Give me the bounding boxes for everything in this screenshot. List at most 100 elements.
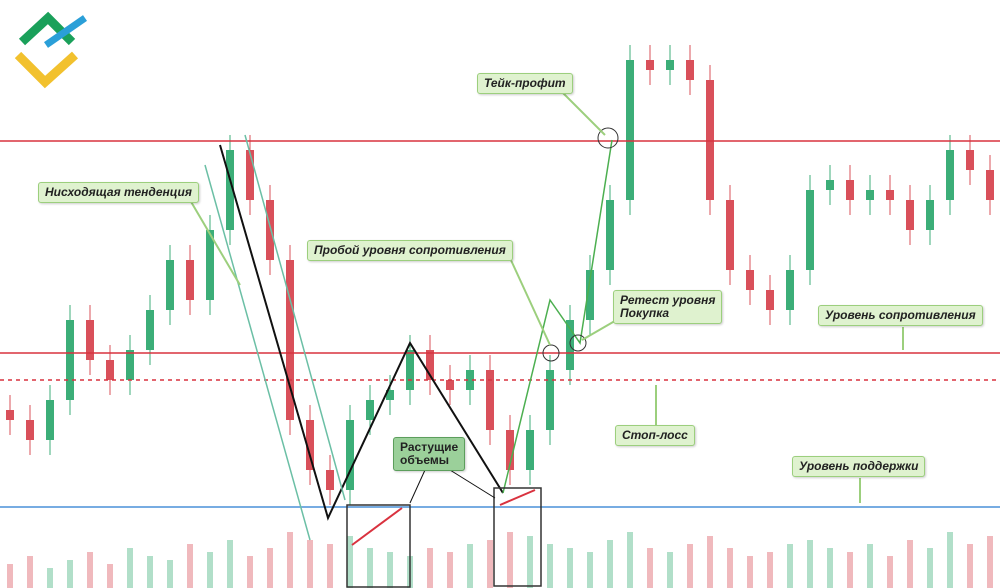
volume-bar <box>447 552 453 588</box>
volume-bar <box>247 556 253 588</box>
volume-bar <box>947 532 953 588</box>
volume-bar <box>207 552 213 588</box>
candle-body <box>386 390 394 400</box>
candle-body <box>786 270 794 310</box>
annotation-line: Уровень сопротивления <box>825 308 976 322</box>
candle-body <box>206 230 214 300</box>
pointer <box>189 199 241 286</box>
candle-body <box>886 190 894 200</box>
logo-part <box>44 15 87 48</box>
marker <box>569 334 587 352</box>
volume-bar <box>147 556 153 588</box>
volume-bar <box>787 544 793 588</box>
volume-bar <box>627 532 633 588</box>
annotation-line: Растущие <box>400 440 459 454</box>
volume-bar <box>7 564 13 588</box>
annotation-line: Тейк-профит <box>484 76 566 90</box>
annotation: Растущие объемы <box>393 437 466 471</box>
level-layer <box>0 140 1000 508</box>
pointer <box>509 257 551 346</box>
annotation-line: Уровень поддержки <box>799 459 919 473</box>
volume-bar <box>67 560 73 588</box>
volume-bar <box>287 532 293 588</box>
volume-bar <box>547 544 553 588</box>
volume-box <box>346 504 411 588</box>
candle-body <box>26 420 34 440</box>
volume-bar <box>27 556 33 588</box>
candle-body <box>306 420 314 470</box>
pointer <box>449 469 496 499</box>
candle-body <box>846 180 854 200</box>
candle-body <box>126 350 134 380</box>
volume-bar <box>347 536 353 588</box>
logo-part <box>14 51 79 89</box>
arrow <box>351 507 403 546</box>
marker <box>597 127 619 149</box>
volume-bar <box>827 548 833 588</box>
pointer <box>409 469 426 504</box>
volume-bar <box>707 536 713 588</box>
volume-bar <box>107 564 113 588</box>
logo <box>14 11 87 89</box>
volume-bar <box>367 548 373 588</box>
candle-body <box>746 270 754 290</box>
volume-bar <box>47 568 53 588</box>
arrow <box>499 489 536 506</box>
candle-layer <box>6 45 994 505</box>
candle-body <box>446 380 454 390</box>
volume-bar <box>187 544 193 588</box>
candle-body <box>186 260 194 300</box>
volume-bar <box>987 536 993 588</box>
candle-body <box>986 170 994 200</box>
volume-bar <box>587 552 593 588</box>
annotation-line: Покупка <box>620 306 670 320</box>
volume-bar <box>307 540 313 588</box>
candle-body <box>286 260 294 420</box>
candle-body <box>66 320 74 400</box>
candle-body <box>946 150 954 200</box>
candle-body <box>586 270 594 320</box>
volume-bar <box>607 540 613 588</box>
volume-bar <box>387 552 393 588</box>
volume-bar <box>87 552 93 588</box>
volume-bar <box>507 532 513 588</box>
candle-body <box>606 200 614 270</box>
candle-body <box>646 60 654 70</box>
candle-body <box>6 410 14 420</box>
trend-channel <box>204 164 311 541</box>
candle-body <box>626 60 634 200</box>
candle-body <box>966 150 974 170</box>
annotation: Нисходящая тенденция <box>38 182 199 203</box>
candle-body <box>766 290 774 310</box>
volume-bar <box>567 548 573 588</box>
candle-body <box>46 400 54 440</box>
candle-body <box>806 190 814 270</box>
candle-body <box>426 350 434 380</box>
volume-bar <box>907 540 913 588</box>
volume-bar <box>327 544 333 588</box>
volume-bar <box>267 548 273 588</box>
volume-bar <box>687 544 693 588</box>
volume-bar <box>747 556 753 588</box>
candle-body <box>466 370 474 390</box>
volume-bar <box>167 560 173 588</box>
candle-body <box>686 60 694 80</box>
zigzag <box>219 144 504 521</box>
candle-body <box>166 260 174 310</box>
volume-bar <box>967 544 973 588</box>
volume-bar <box>527 536 533 588</box>
candle-body <box>406 350 414 390</box>
volume-bar <box>807 540 813 588</box>
annotation-line: Пробой уровня сопротивления <box>314 243 506 257</box>
annotation-line: объемы <box>400 453 449 467</box>
volume-bar <box>667 552 673 588</box>
candle-body <box>666 60 674 70</box>
candle-body <box>726 200 734 270</box>
pointer <box>559 89 606 136</box>
annotation-line: Нисходящая тенденция <box>45 185 192 199</box>
annotation: Уровень сопротивления <box>818 305 983 326</box>
annotation: Стоп-лосс <box>615 425 695 446</box>
candle-body <box>866 190 874 200</box>
volume-bar <box>127 548 133 588</box>
annotation: Уровень поддержки <box>792 456 926 477</box>
